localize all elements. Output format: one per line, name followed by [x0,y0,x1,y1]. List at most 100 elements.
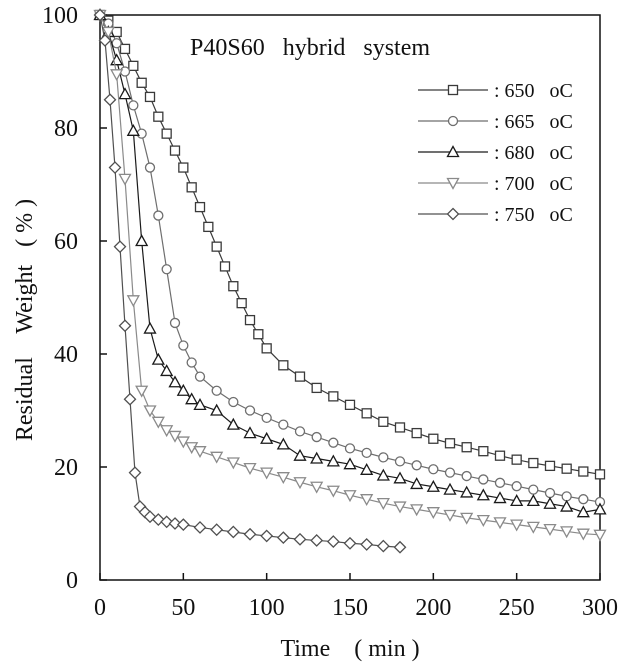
data-point [444,467,456,478]
data-point [151,352,165,365]
legend-marker [446,207,460,221]
data-point [410,477,424,490]
data-point [128,100,139,111]
y-tick-label: 0 [66,568,78,594]
legend-marker [447,84,459,96]
legend-label: : 700 oC [494,173,573,195]
data-point [478,446,489,457]
data-point [110,69,124,82]
data-point [393,540,407,554]
data-point [328,391,339,402]
data-point [593,502,607,515]
y-tick-label: 20 [54,455,78,481]
data-point [113,240,127,254]
data-point [118,87,132,100]
data-point [376,468,390,481]
data-point [135,234,149,247]
x-tick-label: 150 [332,595,368,621]
data-point [426,479,440,492]
data-point [360,537,374,551]
data-point [136,77,147,88]
legend-label: : 680 oC [494,142,573,164]
data-point [228,281,239,292]
data-point [211,385,222,396]
legend-item: : 665 oC [418,111,573,133]
data-point [193,446,207,459]
data-point [161,264,172,275]
x-axis-label: Time ( min ) [280,636,419,662]
data-point [460,512,474,525]
data-point [151,416,165,429]
data-point [426,507,440,520]
data-point [376,539,390,553]
data-point [493,491,507,504]
data-point [578,494,589,505]
series-layer [93,8,607,554]
data-point [526,521,540,534]
data-point [176,383,190,396]
data-point [210,523,224,537]
data-point [311,431,322,443]
data-point [394,456,406,467]
data-point [276,472,290,485]
data-point [543,524,557,536]
data-point [118,319,132,333]
data-point [178,162,189,173]
data-point [594,469,606,480]
legend-label: : 665 oC [494,111,573,133]
data-point [278,360,289,371]
data-point [360,494,374,507]
data-point [144,91,156,103]
data-point [510,494,524,507]
data-point [576,505,590,518]
data-point [176,518,190,532]
data-point [560,526,574,539]
data-point [261,343,272,354]
data-point [144,162,156,173]
data-point [168,517,182,530]
data-point [160,364,174,377]
data-point [344,399,356,411]
data-point [528,457,539,469]
data-point [361,408,372,419]
data-point [153,210,164,221]
data-point [428,464,439,475]
data-point [443,509,457,522]
data-point [544,460,556,472]
data-point [226,417,240,430]
data-point [544,487,556,499]
data-point [93,8,107,22]
data-point [561,491,572,502]
data-point [428,433,439,444]
data-point [344,443,356,454]
data-point [311,382,322,394]
data-point [243,462,257,475]
data-point [526,494,540,507]
data-point [443,482,457,495]
data-point [343,490,357,503]
data-point [260,431,274,444]
data-point [511,454,522,465]
data-point [143,405,157,418]
data-point [194,371,206,382]
data-point [161,128,172,139]
data-point [393,501,407,514]
y-tick-label: 80 [54,116,78,142]
data-point [528,484,539,495]
data-point [561,463,572,474]
data-point [98,34,112,47]
data-point [293,448,307,461]
chart-title: P40S60 hybrid system [190,35,430,61]
data-point [494,450,506,461]
data-point [444,438,456,449]
data-point [186,357,197,368]
data-point [360,462,374,475]
data-point [111,38,122,49]
data-point [460,485,474,498]
data-point [310,481,324,494]
data-point [143,321,157,334]
legend-label: : 650 oC [494,80,573,102]
series-square [94,9,606,480]
data-point [194,201,206,213]
data-point [476,488,490,501]
